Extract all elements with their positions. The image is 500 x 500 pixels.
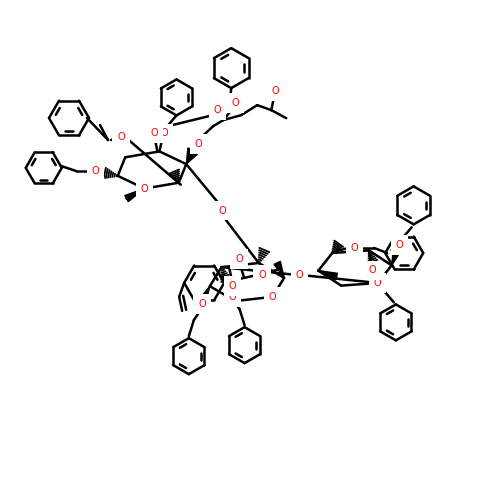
Text: O: O	[236, 254, 243, 264]
Text: O: O	[268, 292, 276, 302]
Text: O: O	[374, 278, 382, 288]
Text: O: O	[198, 299, 205, 309]
Text: O: O	[396, 240, 404, 250]
Polygon shape	[200, 286, 210, 302]
Text: O: O	[194, 139, 202, 149]
Polygon shape	[125, 188, 144, 202]
Text: O: O	[228, 281, 236, 291]
Text: O: O	[117, 132, 125, 142]
Text: O: O	[350, 243, 358, 253]
Polygon shape	[186, 148, 194, 164]
Text: O: O	[258, 270, 266, 280]
Text: O: O	[368, 266, 376, 276]
Polygon shape	[186, 150, 198, 164]
Text: O: O	[272, 86, 279, 96]
Text: O: O	[218, 206, 226, 216]
Polygon shape	[392, 250, 400, 266]
Text: O: O	[160, 128, 168, 138]
Text: O: O	[92, 166, 100, 176]
Text: O: O	[296, 270, 304, 280]
Text: O: O	[150, 128, 158, 138]
Text: O: O	[229, 292, 236, 302]
Polygon shape	[274, 262, 284, 278]
Text: O: O	[140, 184, 148, 194]
Text: O: O	[232, 98, 239, 108]
Text: O: O	[214, 105, 221, 115]
Polygon shape	[318, 270, 338, 280]
